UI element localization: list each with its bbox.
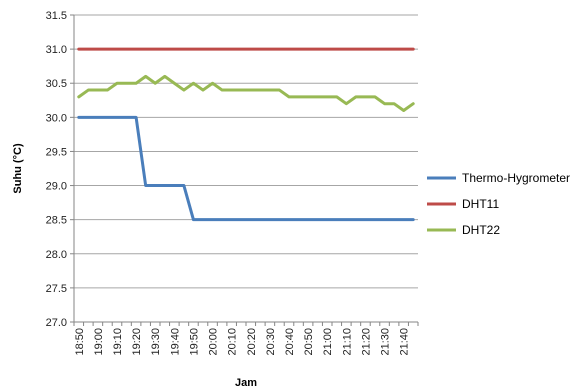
y-tick-labels: 27.0 27.5 28.0 28.5 29.0 29.5 30.0 30.5 31.0 31.5 — [46, 10, 67, 329]
y-tick-label: 29.5 — [46, 146, 67, 158]
series-line-dht22 — [77, 74, 415, 113]
x-tick-label: 20:50 — [303, 328, 315, 356]
x-tick-label: 19:20 — [131, 328, 143, 356]
y-tick-label: 27.0 — [46, 317, 67, 329]
x-tick-label: 19:10 — [112, 328, 124, 356]
x-tick-label: 20:40 — [284, 328, 296, 356]
y-tick-label: 28.5 — [46, 215, 67, 227]
y-axis-title: Suhu (°C) — [12, 143, 24, 194]
x-tick-label: 19:00 — [93, 328, 105, 356]
x-tick-label: 21:30 — [380, 328, 392, 356]
x-tick-label: 19:40 — [169, 328, 181, 356]
x-tick-label: 19:50 — [188, 328, 200, 356]
x-tick-label: 21:40 — [399, 328, 411, 356]
y-tick-label: 31.0 — [46, 44, 67, 56]
legend-label: DHT22 — [462, 223, 500, 237]
y-tick-label: 29.0 — [46, 181, 67, 193]
series-line-thermo-hygrometer — [77, 115, 415, 222]
x-tick-label: 20:10 — [227, 328, 239, 356]
x-tick-label: 18:50 — [74, 328, 86, 356]
x-tick-label: 20:20 — [246, 328, 258, 356]
y-tick-label: 31.5 — [46, 10, 67, 22]
y-tick-label: 30.5 — [46, 78, 67, 90]
x-tick-label: 21:00 — [322, 328, 334, 356]
gridlines — [74, 14, 418, 289]
x-tick-label: 20:00 — [208, 328, 220, 356]
legend: Thermo-Hygrometer DHT11 DHT22 — [427, 171, 570, 237]
legend-label: DHT11 — [462, 197, 499, 211]
y-tick-label: 28.0 — [46, 249, 67, 261]
y-tick-label: 30.0 — [46, 112, 67, 124]
y-tick-label: 27.5 — [46, 283, 67, 295]
x-tick-label: 21:10 — [341, 328, 353, 356]
x-tick-label: 21:20 — [360, 328, 372, 356]
x-tick-labels: 18:50 19:00 19:10 19:20 19:30 19:40 19:50 20:00… — [74, 328, 411, 356]
x-tick-label: 19:30 — [150, 328, 162, 356]
axes — [70, 14, 419, 326]
series-lines — [77, 47, 415, 222]
x-axis-title: Jam — [235, 377, 257, 389]
legend-label: Thermo-Hygrometer — [462, 171, 570, 185]
x-tick-label: 20:30 — [265, 328, 277, 356]
